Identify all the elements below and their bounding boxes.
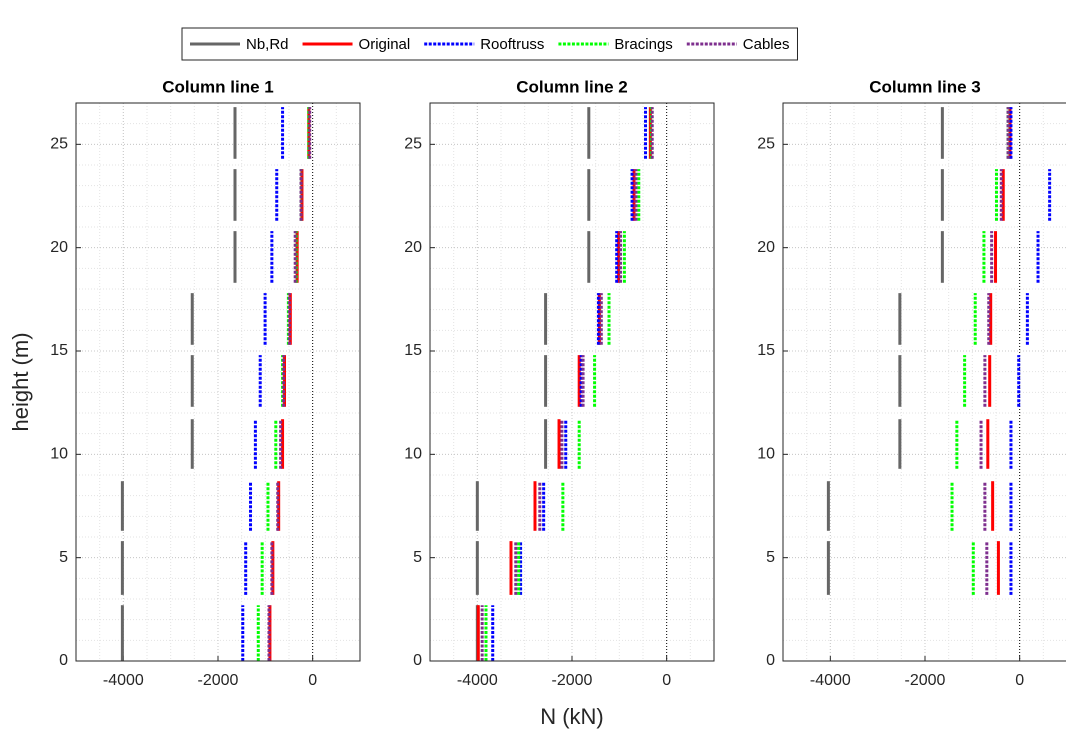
- chart-title: Column line 1: [162, 77, 273, 96]
- chart-title: Column line 3: [869, 77, 980, 96]
- y-tick-label: 10: [757, 446, 775, 463]
- chart-title: Column line 2: [516, 77, 627, 96]
- legend-box: [181, 27, 798, 61]
- x-tick-label: -4000: [103, 672, 144, 689]
- x-axis-label: N (kN): [540, 704, 604, 729]
- x-tick-label: 0: [662, 672, 671, 689]
- legend-label: Cables: [743, 36, 790, 53]
- y-tick-label: 10: [50, 446, 68, 463]
- x-tick-label: -4000: [457, 672, 498, 689]
- y-tick-label: 15: [757, 342, 775, 359]
- x-tick-label: -2000: [552, 672, 593, 689]
- y-tick-label: 15: [50, 342, 68, 359]
- y-tick-label: 20: [50, 239, 68, 256]
- x-tick-label: 0: [1015, 672, 1024, 689]
- y-tick-label: 0: [59, 652, 68, 669]
- y-tick-label: 25: [50, 136, 68, 153]
- axes-box: [429, 102, 715, 662]
- legend-label: Rooftruss: [480, 36, 544, 53]
- y-tick-label: 5: [59, 549, 68, 566]
- y-tick-label: 25: [404, 136, 422, 153]
- axes-box: [782, 102, 1066, 662]
- y-tick-label: 25: [757, 136, 775, 153]
- y-tick-label: 0: [766, 652, 775, 669]
- legend: Nb,Rd Original Rooftruss Bracings Cables: [181, 27, 798, 61]
- legend-label: Nb,Rd: [246, 36, 289, 53]
- y-tick-label: 20: [404, 239, 422, 256]
- y-tick-label: 15: [404, 342, 422, 359]
- legend-label: Original: [359, 36, 411, 53]
- legend-label: Bracings: [614, 36, 672, 53]
- y-tick-label: 5: [413, 549, 422, 566]
- axes-box: [75, 102, 361, 662]
- x-tick-label: -2000: [905, 672, 946, 689]
- y-tick-label: 5: [766, 549, 775, 566]
- y-axis-label: height (m): [8, 332, 33, 431]
- x-tick-label: 0: [308, 672, 317, 689]
- x-tick-label: -4000: [810, 672, 851, 689]
- y-tick-label: 10: [404, 446, 422, 463]
- y-tick-label: 20: [757, 239, 775, 256]
- y-tick-label: 0: [413, 652, 422, 669]
- x-tick-label: -2000: [198, 672, 239, 689]
